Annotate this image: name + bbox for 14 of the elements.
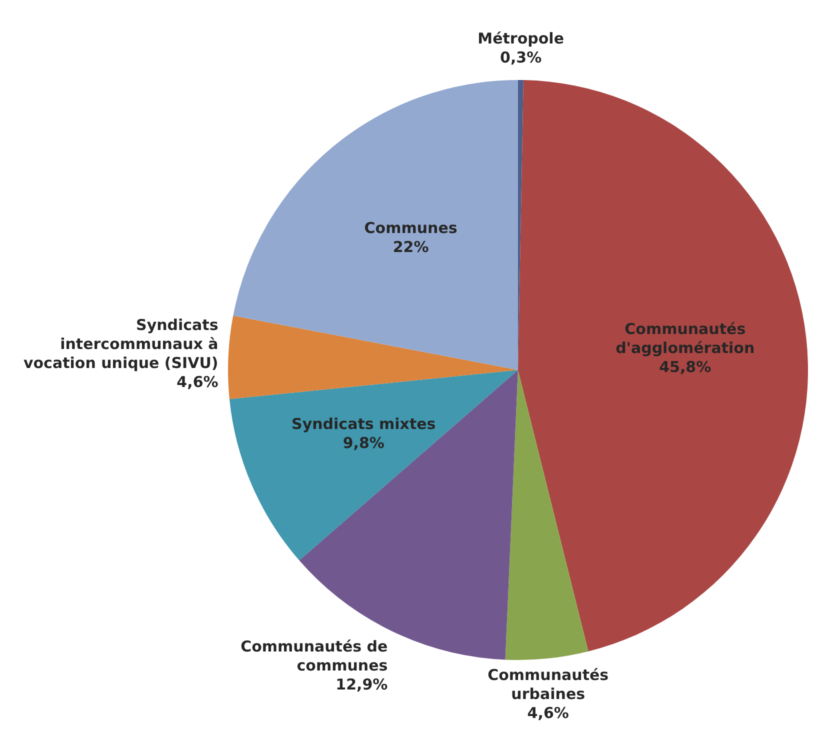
data-label: 22% bbox=[392, 238, 429, 256]
data-label: 45,8% bbox=[659, 358, 712, 376]
slice-label: Communautés urbaines bbox=[488, 666, 609, 703]
data-label: 9,8% bbox=[342, 434, 384, 452]
data-label: 4,6% bbox=[527, 704, 569, 722]
data-label: 4,6% bbox=[176, 373, 218, 392]
slice-label: Syndicats intercommunaux à vocation unique (SIVU) bbox=[23, 316, 218, 372]
slice-label: Communautés d'agglomération bbox=[616, 320, 755, 357]
data-label: 0,3% bbox=[500, 48, 542, 66]
slice-label: Communautés de communes bbox=[240, 638, 388, 675]
slice-label: Syndicats mixtes bbox=[292, 415, 436, 434]
slice-label: Communes bbox=[364, 218, 458, 237]
slice-label: Métropole bbox=[478, 29, 564, 48]
data-label: 12,9% bbox=[336, 676, 388, 694]
